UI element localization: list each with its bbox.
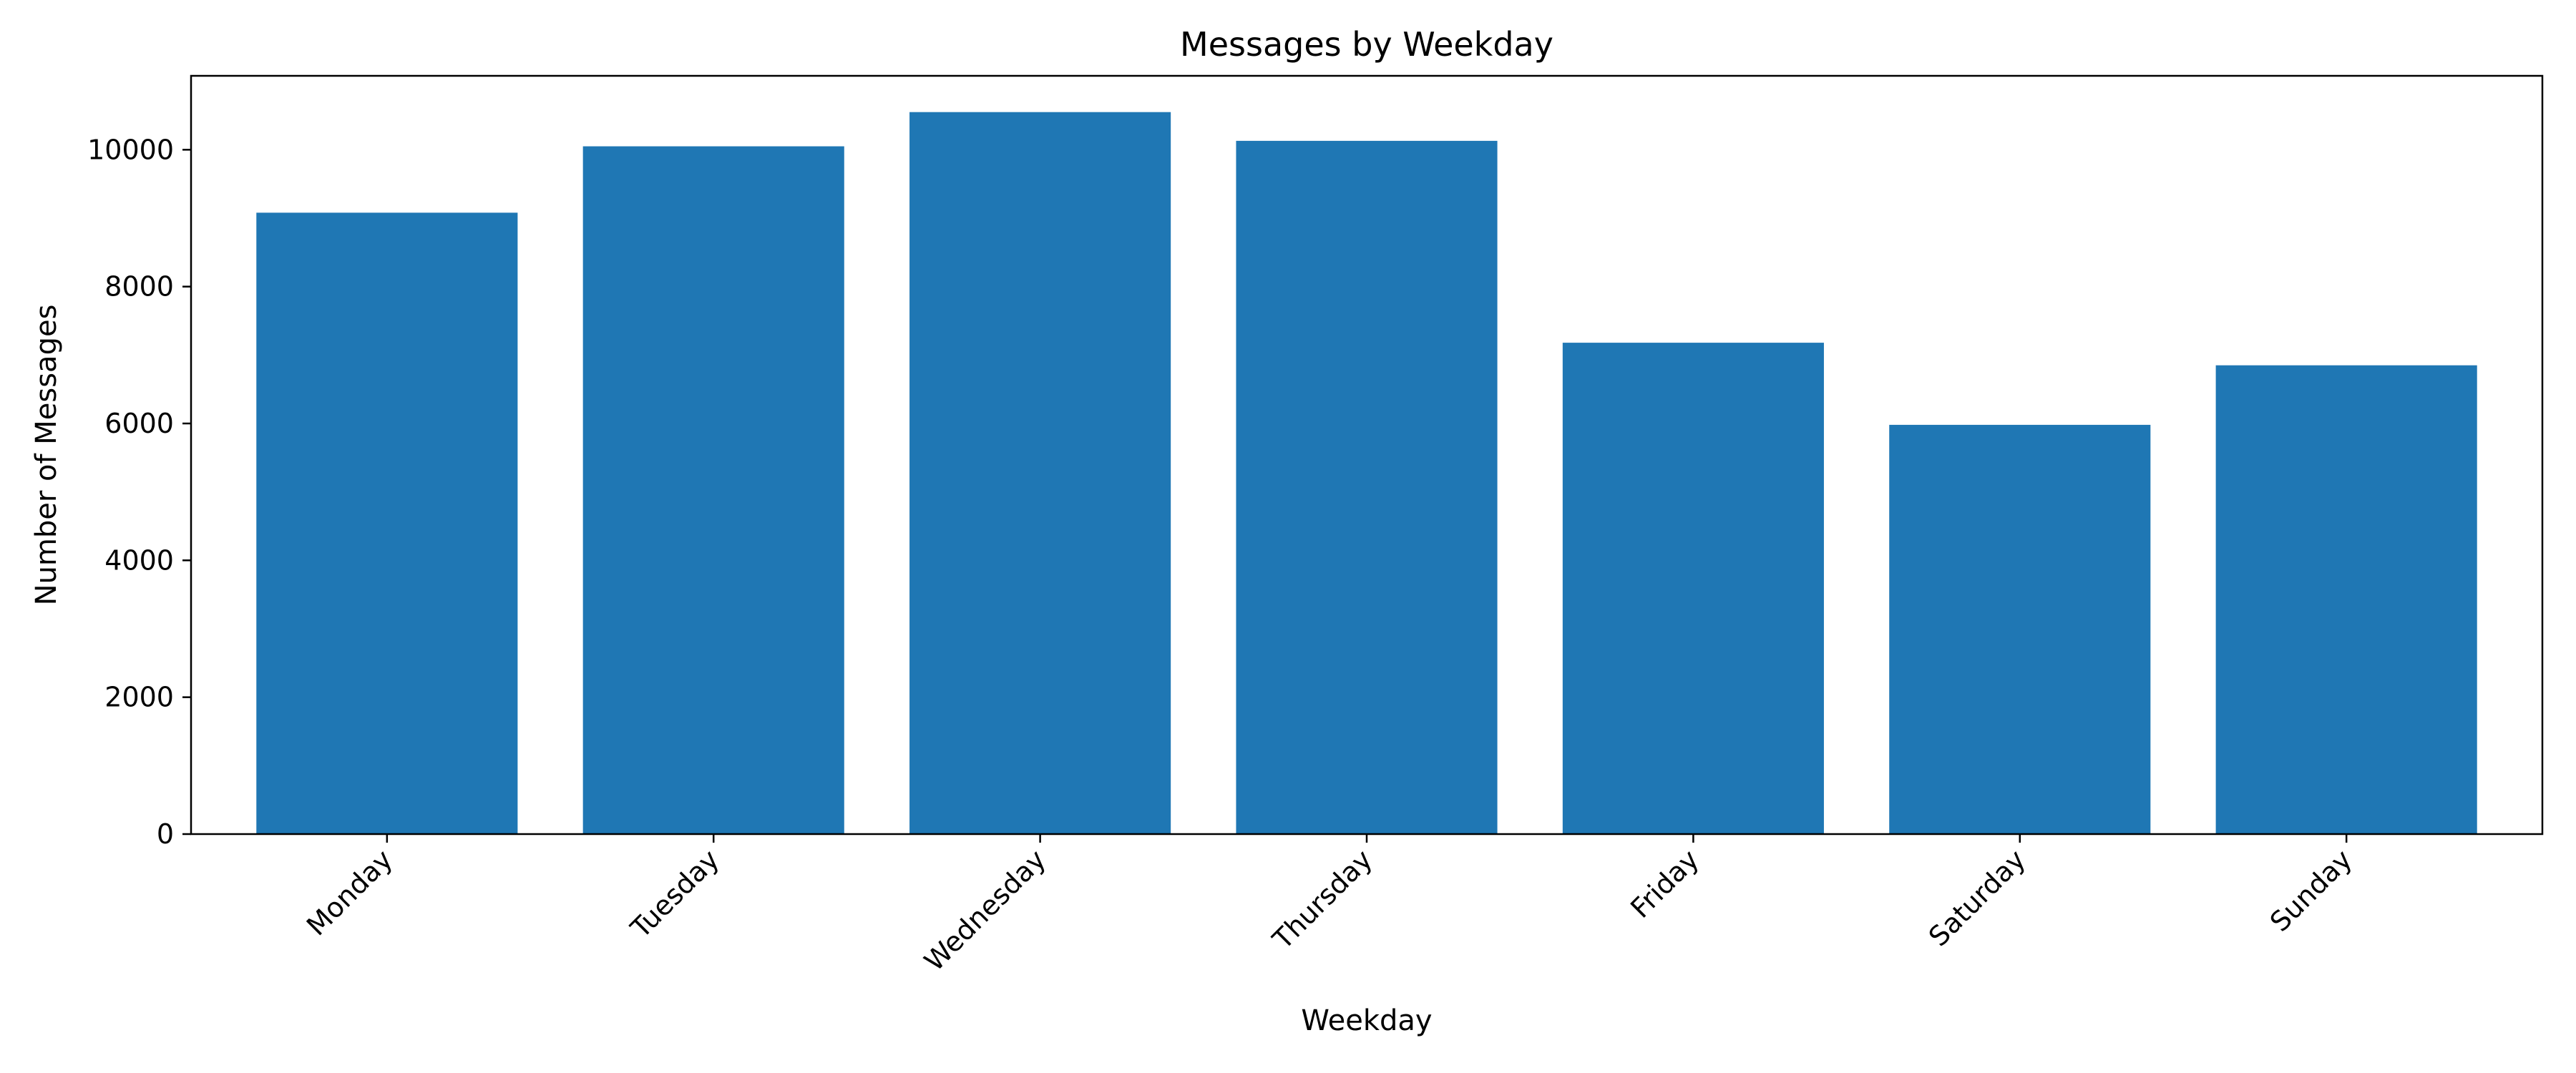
y-tick-label: 2000 — [104, 682, 174, 713]
x-tick-label: Friday — [1624, 843, 1705, 924]
x-tick-label: Monday — [301, 843, 399, 941]
y-axis-label: Number of Messages — [30, 305, 63, 606]
bar-friday — [1562, 343, 1824, 834]
plot-area-frame — [190, 74, 2544, 836]
y-tick-label: 6000 — [104, 408, 174, 439]
y-tick-label: 10000 — [87, 134, 174, 165]
bar-saturday — [1889, 424, 2151, 834]
y-tick-label: 4000 — [104, 544, 174, 576]
bar-wednesday — [909, 112, 1171, 834]
x-axis-label: Weekday — [1301, 1004, 1432, 1037]
x-axis-ticks: Monday Tuesday Wednesday Thursday Friday Satu… — [301, 834, 2358, 977]
bar-monday — [256, 212, 518, 834]
y-tick-label: 8000 — [104, 271, 174, 303]
x-tick-label: Sunday — [2264, 843, 2358, 938]
bar-thursday — [1236, 140, 1498, 835]
x-tick-label: Saturday — [1923, 843, 2031, 952]
chart-title: Messages by Weekday — [1180, 25, 1553, 64]
bar-tuesday — [582, 146, 844, 834]
x-tick-label: Thursday — [1267, 843, 1379, 956]
y-tick-label: 0 — [157, 818, 174, 850]
bar-sunday — [2215, 365, 2477, 835]
y-axis-ticks: 0 2000 4000 6000 8000 10000 — [87, 134, 191, 850]
x-tick-label: Wednesday — [918, 843, 1052, 977]
bars-group — [256, 112, 2477, 835]
x-tick-label: Tuesday — [624, 843, 725, 944]
